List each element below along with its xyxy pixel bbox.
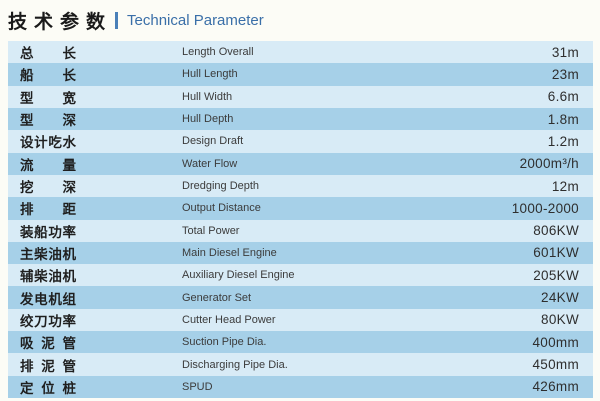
param-name-zh: 型宽 [20,90,76,106]
parameter-table: 总长 Length Overall 31m 船长 Hull Length 23m… [8,41,593,398]
table-row: 总长 Length Overall 31m [8,41,593,64]
table-row: 装船功率 Total Power 806KW [8,219,593,242]
param-name-zh: 排泥管 [20,358,76,374]
title-separator-bar [115,11,119,29]
table-row: 型深 Hull Depth 1.8m [8,107,593,131]
param-value: 450mm [532,357,579,373]
param-value: 24KW [541,290,579,306]
param-value: 31m [551,44,579,60]
param-value: 205KW [533,267,579,283]
page-header: 技术参数 Technical Parameter [0,0,600,34]
param-name-en: Length Overall [182,46,254,59]
param-name-zh: 总长 [20,46,76,62]
param-name-en: Main Diesel Engine [182,246,277,259]
param-value: 1.2m [547,133,579,149]
param-name-zh: 挖深 [20,180,76,196]
param-value: 400mm [532,334,579,350]
param-name-zh: 型深 [20,113,76,129]
param-value: 1000-2000 [511,200,579,216]
param-name-en: Water Flow [182,157,238,170]
param-name-zh: 发电机组 [20,291,76,307]
param-name-zh: 设计吃水 [20,135,76,151]
table-row: 船长 Hull Length 23m [8,63,593,86]
param-name-zh: 吸泥管 [20,336,76,352]
param-name-en: Hull Width [182,90,233,103]
param-name-en: Hull Length [182,68,238,81]
param-name-en: Discharging Pipe Dia. [182,358,288,371]
param-value: 6.6m [547,89,579,105]
param-value: 426mm [532,379,579,395]
table-row: 绞刀功率 Cutter Head Power 80KW [8,308,593,332]
param-name-en: Design Draft [182,135,244,148]
table-row: 发电机组 Generator Set 24KW [8,286,593,309]
param-name-en: Dredging Depth [182,180,260,193]
table-row: 吸泥管 Suction Pipe Dia. 400mm [8,331,593,354]
param-name-zh: 定位桩 [20,380,76,396]
param-name-en: Auxiliary Diesel Engine [182,269,295,282]
param-value: 601KW [533,245,579,261]
param-name-en: Hull Depth [182,113,234,126]
param-name-en: Output Distance [182,202,261,215]
table-row: 流量 Water Flow 2000m³/h [8,152,593,175]
table-row: 排泥管 Discharging Pipe Dia. 450mm [8,353,593,376]
page-title-en: Technical Parameter [127,11,264,29]
param-name-zh: 装船功率 [20,224,76,240]
table-row: 挖深 Dredging Depth 12m [8,174,593,198]
param-name-zh: 船长 [20,68,76,84]
param-name-zh: 绞刀功率 [20,313,76,329]
table-row: 辅柴油机 Auxiliary Diesel Engine 205KW [8,264,593,287]
param-name-zh: 排距 [20,202,76,218]
param-name-en: Cutter Head Power [182,313,276,326]
param-value: 23m [551,66,579,82]
param-name-en: Generator Set [182,291,252,304]
param-name-zh: 流量 [20,157,76,173]
param-value: 80KW [541,312,579,328]
param-name-en: Suction Pipe Dia. [182,336,267,349]
param-name-zh: 辅柴油机 [20,269,76,285]
param-name-en: Total Power [182,224,240,237]
param-name-zh: 主柴油机 [20,246,76,262]
table-row: 定位桩 SPUD 426mm [8,375,593,398]
param-value: 806KW [533,223,579,239]
param-name-en: SPUD [182,380,213,393]
table-row: 排距 Output Distance 1000-2000 [8,197,593,220]
table-row: 型宽 Hull Width 6.6m [8,85,593,108]
param-value: 12m [551,178,579,194]
param-value: 1.8m [547,111,579,127]
table-row: 主柴油机 Main Diesel Engine 601KW [8,241,593,265]
table-row: 设计吃水 Design Draft 1.2m [8,130,593,153]
page-title-zh: 技术参数 [8,11,113,33]
param-value: 2000m³/h [519,156,579,172]
